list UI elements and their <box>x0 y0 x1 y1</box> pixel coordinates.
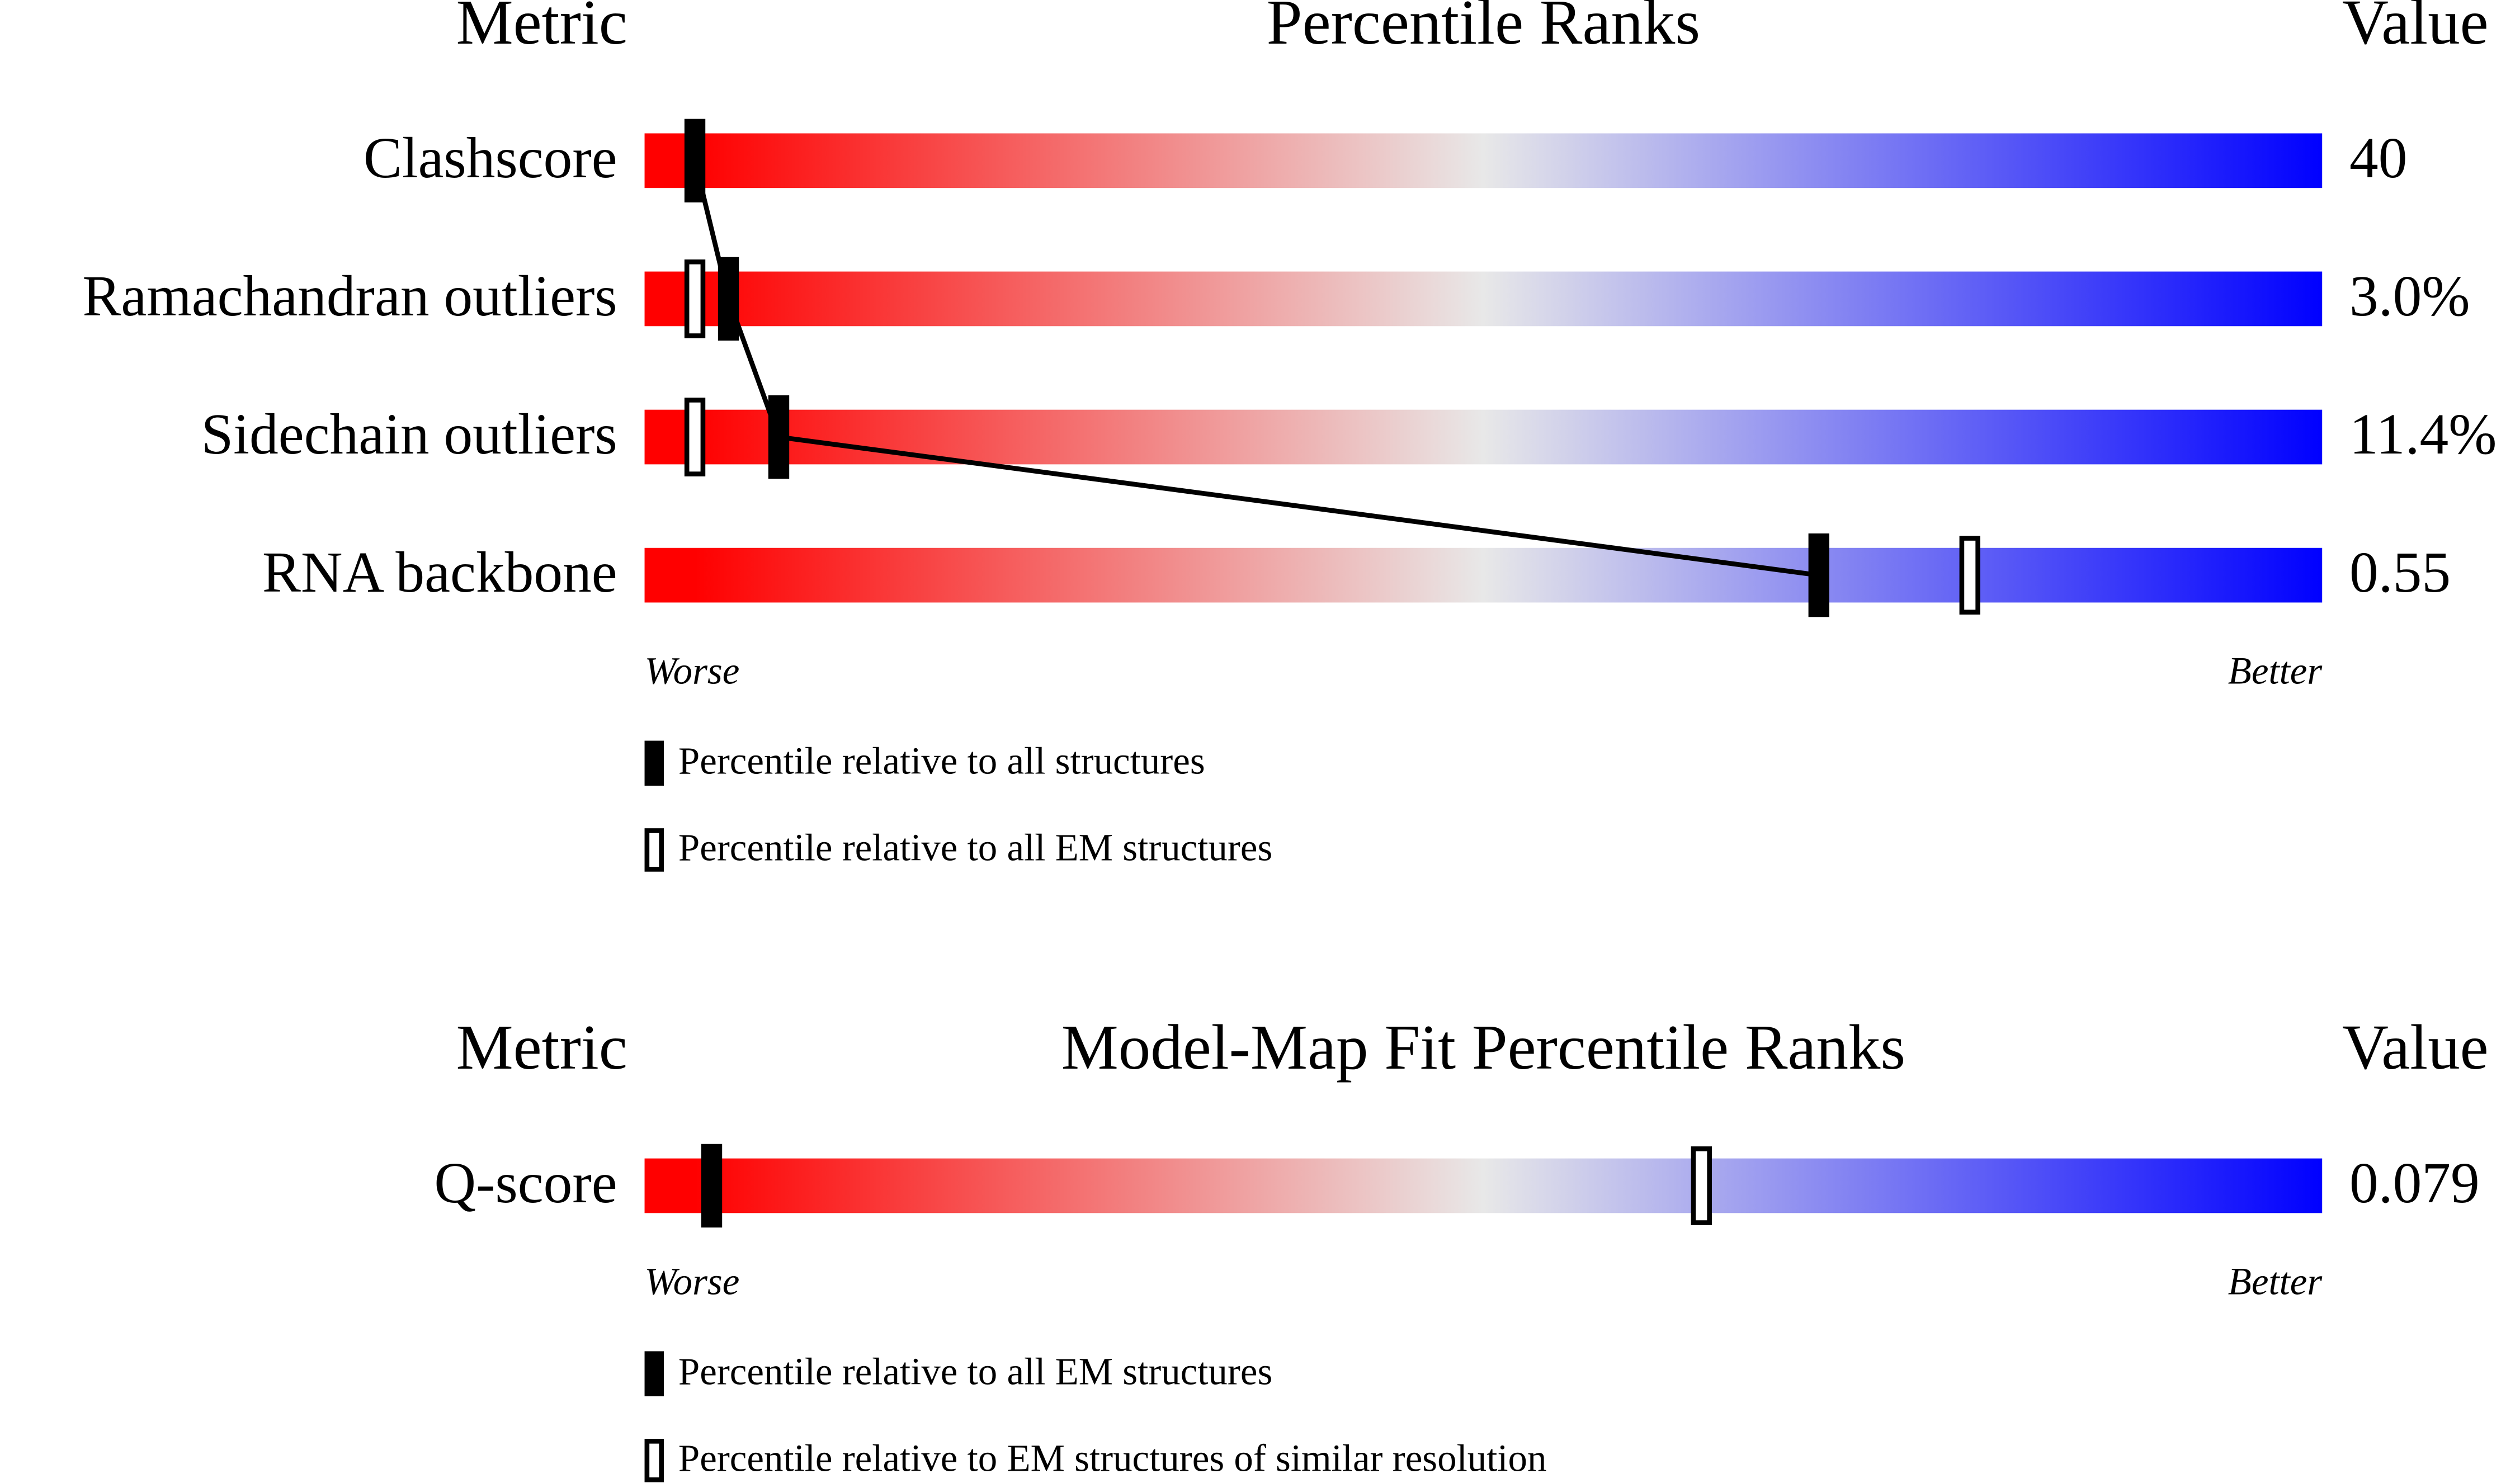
metric-label: Sidechain outliers <box>201 403 617 466</box>
percentile-marker-open <box>1691 1146 1712 1225</box>
metric-value: 0.079 <box>2349 1151 2480 1215</box>
percentile-bar <box>644 547 2323 603</box>
legend-label: Percentile relative to all structures <box>678 739 1205 782</box>
percentile-marker <box>701 1144 723 1228</box>
metric-value: 0.55 <box>2349 541 2451 604</box>
value-header: Value <box>2342 1012 2489 1083</box>
better-label: Better <box>2228 650 2323 692</box>
legend-icon <box>644 1351 664 1396</box>
connector-line <box>692 160 1819 578</box>
percentile-marker <box>718 257 739 341</box>
percentile-marker-open <box>684 398 706 476</box>
percentile-bar <box>644 1158 2323 1213</box>
percentile-bar <box>644 133 2323 188</box>
legend-label: Percentile relative to all EM structures <box>678 826 1272 869</box>
metric-label: RNA backbone <box>262 541 617 604</box>
metric-value: 40 <box>2349 126 2407 190</box>
metric-label: Clashscore <box>364 126 617 190</box>
better-label: Better <box>2228 1260 2323 1302</box>
metric-value: 11.4% <box>2349 403 2497 466</box>
percentile-bar <box>644 409 2323 465</box>
metric-header: Metric <box>456 0 627 58</box>
metric-header: Metric <box>456 1012 627 1083</box>
percentile-marker-open <box>684 259 706 338</box>
metric-label: Q-score <box>434 1151 617 1215</box>
worse-label: Worse <box>645 1260 740 1302</box>
legend-label: Percentile relative to all EM structures <box>678 1350 1272 1392</box>
legend-icon-open <box>644 828 664 872</box>
percentile-bar <box>644 271 2323 327</box>
legend-icon <box>644 740 664 786</box>
legend-label: Percentile relative to EM structures of … <box>678 1437 1547 1479</box>
percentile-marker <box>1808 533 1829 617</box>
percentile-marker <box>768 395 790 479</box>
percentile-marker <box>684 119 706 203</box>
chart-title: Model-Map Fit Percentile Ranks <box>1061 1012 1906 1083</box>
chart-title: Percentile Ranks <box>1267 0 1700 58</box>
worse-label: Worse <box>645 650 740 692</box>
value-header: Value <box>2342 0 2489 58</box>
legend-icon-open <box>644 1438 664 1482</box>
metric-label: Ramachandran outliers <box>82 265 617 328</box>
percentile-marker-open <box>1959 536 1980 615</box>
metric-value: 3.0% <box>2349 265 2470 328</box>
